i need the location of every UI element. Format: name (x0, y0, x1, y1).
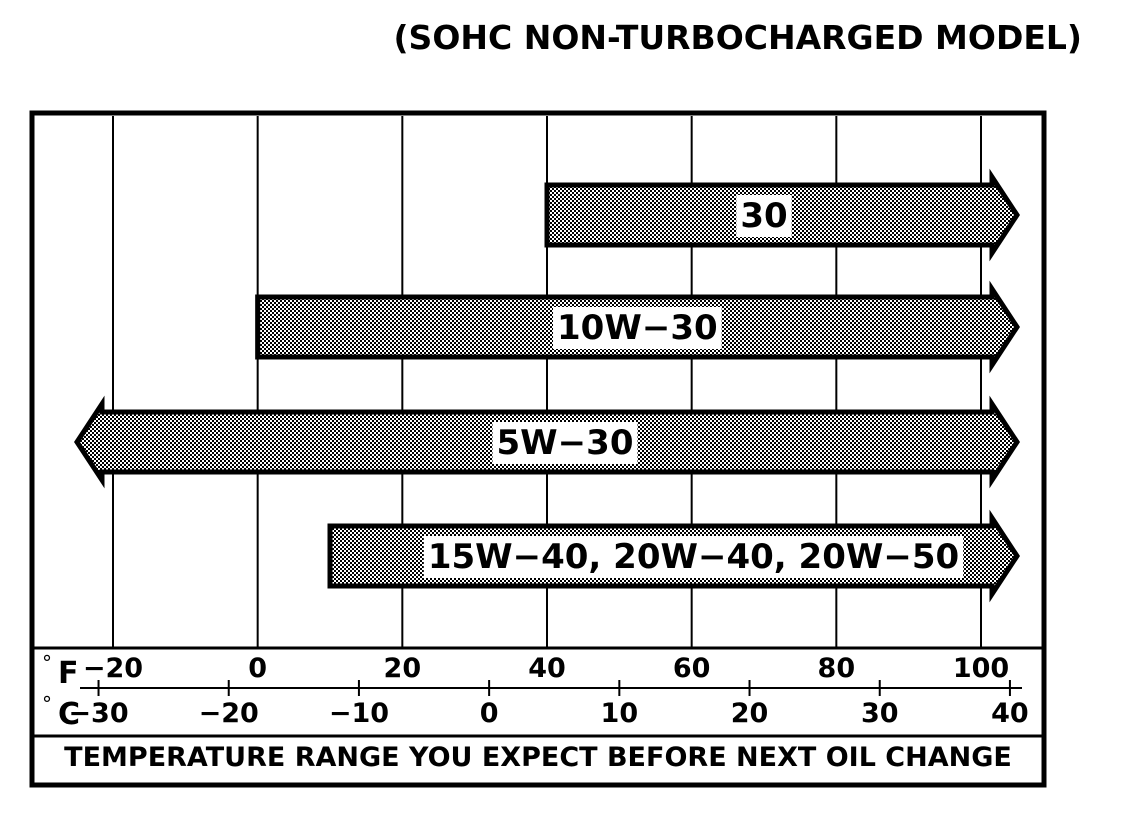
celsius-tick-label: −10 (329, 698, 389, 729)
fahrenheit-tick-label: −20 (83, 653, 143, 684)
fahrenheit-tick-label: 20 (384, 653, 422, 684)
celsius-tick-label: 40 (991, 698, 1029, 729)
oil-label-background (553, 307, 722, 349)
oil-label: 30 (740, 196, 787, 236)
celsius-tick-label: 20 (731, 698, 769, 729)
fahrenheit-tick-label: 60 (673, 653, 711, 684)
celsius-tick-label: 0 (480, 698, 499, 729)
oil-bar-5w-30: 5W−30 (74, 395, 1020, 489)
fahrenheit-tick-label: 100 (953, 653, 1009, 684)
chart-title: (SOHC NON-TURBOCHARGED MODEL) (393, 18, 1082, 57)
oil-bar-30: 30 (544, 168, 1020, 262)
celsius-tick-label: −20 (199, 698, 259, 729)
temperature-range-caption: TEMPERATURE RANGE YOU EXPECT BEFORE NEXT… (64, 742, 1012, 773)
celsius-tick-label: −30 (68, 698, 128, 729)
oil-bar-15w-40-20w-40-20w-50: 15W−40, 20W−40, 20W−50 (327, 509, 1020, 603)
fahrenheit-tick-label: 80 (818, 653, 856, 684)
oil-label: 15W−40, 20W−40, 20W−50 (428, 537, 959, 577)
fahrenheit-scale: −20 0 20 40 60 80 100 (83, 653, 1009, 684)
oil-label-background (423, 536, 964, 578)
fahrenheit-tick-label: 40 (528, 653, 566, 684)
oil-bars: 30 10W−30 5W−30 15W−40, 20W−40, 20W−50 (74, 168, 1020, 603)
oil-bar-10w-30: 10W−30 (255, 280, 1020, 374)
oil-label: 10W−30 (557, 308, 718, 348)
celsius-degree-sign: ° (42, 692, 52, 716)
celsius-unit-label: C (58, 697, 80, 732)
fahrenheit-degree-sign: ° (42, 651, 52, 675)
celsius-tick-label: 30 (861, 698, 899, 729)
fahrenheit-tick-label: 0 (248, 653, 267, 684)
chart-frame (29, 110, 1047, 788)
fahrenheit-unit-label: F (58, 656, 79, 691)
oil-label-background (492, 422, 638, 464)
oil-label: 5W−30 (497, 423, 634, 463)
celsius-scale: −30 −20 −10 0 10 20 30 40 (68, 680, 1029, 729)
celsius-tick-label: 10 (601, 698, 639, 729)
oil-label-background (736, 195, 792, 237)
